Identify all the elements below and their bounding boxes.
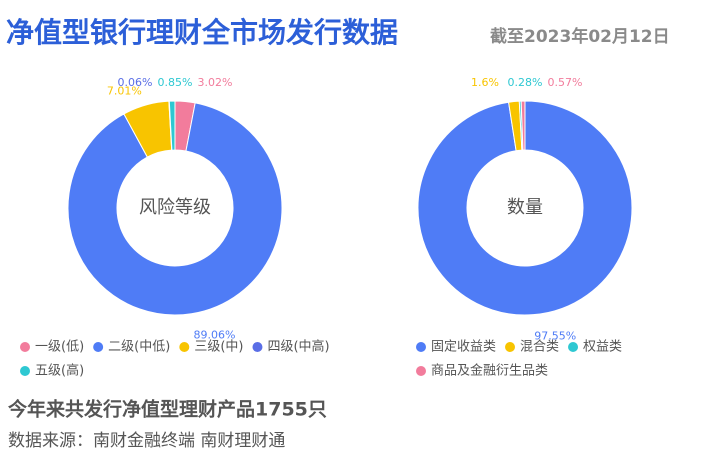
legend-marker bbox=[416, 366, 426, 376]
legend-marker bbox=[179, 342, 190, 352]
legend-marker bbox=[20, 342, 30, 352]
donut-slice bbox=[520, 100, 526, 151]
legend-marker bbox=[93, 342, 104, 352]
legend-marker bbox=[505, 342, 516, 352]
value-label: 0.57% bbox=[548, 76, 583, 89]
title: 净值型银行理财全市场发行数据 bbox=[6, 16, 398, 49]
legend-label: 商品及金融衍生品类 bbox=[431, 363, 548, 379]
legend-label: 二级(中低) bbox=[108, 340, 170, 355]
legend-label: 五级(高) bbox=[35, 363, 84, 379]
summary: 今年来共发行净值型理财产品1755只 bbox=[7, 398, 327, 421]
legend-label: 三级(中) bbox=[194, 340, 243, 355]
legend-marker bbox=[416, 342, 426, 352]
legend-label: 固定收益类 bbox=[431, 340, 496, 355]
legend-marker bbox=[252, 342, 263, 352]
value-label: 0.06% bbox=[118, 76, 153, 89]
legend-label: 混合类 bbox=[520, 340, 559, 355]
value-label: 7.01% bbox=[107, 85, 142, 98]
date: 截至2023年02月12日 bbox=[490, 26, 670, 47]
donut-slice bbox=[417, 100, 633, 316]
center-label: 数量 bbox=[507, 197, 543, 218]
legend-label: 一级(低) bbox=[35, 340, 84, 355]
donut-slice bbox=[168, 100, 176, 151]
legend-marker bbox=[20, 366, 30, 376]
legend-label: 四级(中高) bbox=[267, 339, 329, 355]
value-label: 0.28% bbox=[508, 76, 543, 89]
donut-slice bbox=[67, 102, 283, 316]
value-label: 89.06% bbox=[194, 329, 236, 342]
source: 数据来源：南财金融终端 南财理财通 bbox=[8, 431, 285, 451]
legend-label: 权益类 bbox=[583, 339, 622, 355]
center-label: 风险等级 bbox=[139, 197, 211, 218]
value-label: 3.02% bbox=[198, 76, 233, 89]
value-label: 97.55% bbox=[534, 330, 576, 343]
legend-marker bbox=[568, 342, 579, 352]
value-label: 0.85% bbox=[158, 76, 193, 89]
value-label: 1.6% bbox=[471, 76, 499, 89]
